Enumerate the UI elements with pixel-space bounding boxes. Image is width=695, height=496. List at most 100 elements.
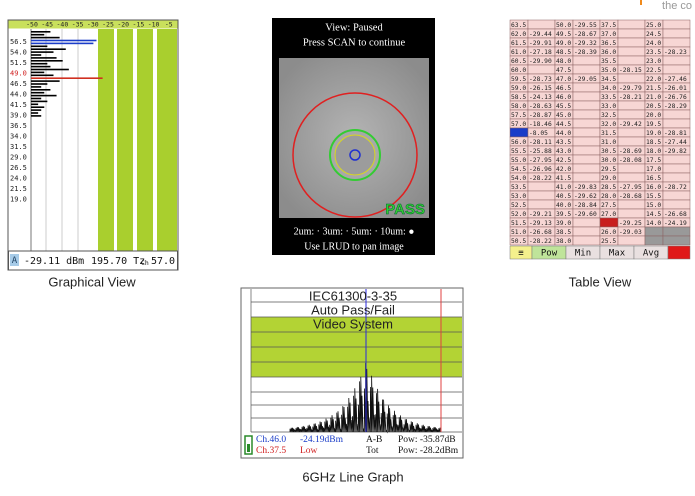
level-bar bbox=[31, 62, 48, 65]
table-text: 49.0 bbox=[556, 40, 571, 47]
table-cell bbox=[572, 127, 601, 138]
table-text: -28.08 bbox=[619, 157, 642, 164]
table-text: 26.0 bbox=[601, 229, 616, 236]
table-text: 41.5 bbox=[556, 175, 571, 182]
table-cell bbox=[617, 73, 646, 84]
channel-label: 39.0 bbox=[10, 112, 27, 120]
table-text: 48.0 bbox=[556, 58, 571, 65]
scale-label: -40 bbox=[57, 21, 69, 29]
table-cell bbox=[617, 28, 646, 39]
level-bar bbox=[31, 115, 42, 117]
table-text: 21.5 bbox=[646, 85, 661, 92]
table-text: -28.21 bbox=[619, 94, 642, 101]
graph-readout: Tot bbox=[366, 446, 379, 456]
table-text: 51.5 bbox=[511, 220, 526, 227]
table-text: 54.5 bbox=[511, 166, 526, 173]
toolbar-indicator bbox=[667, 245, 691, 260]
table-text: 25.0 bbox=[646, 22, 661, 29]
table-text: 53.0 bbox=[511, 193, 526, 200]
table-cell bbox=[527, 190, 556, 201]
table-text: 19.5 bbox=[646, 121, 661, 128]
table-text: 29.5 bbox=[601, 166, 616, 173]
table-cell bbox=[617, 55, 646, 66]
level-bar bbox=[31, 100, 48, 103]
table-text: 15.0 bbox=[646, 202, 661, 209]
table-cell bbox=[617, 19, 646, 30]
level-bar bbox=[31, 45, 48, 48]
table-text: 33.0 bbox=[601, 103, 616, 110]
cladding-zone bbox=[292, 92, 418, 218]
caption: 6GHz Line Graph bbox=[302, 469, 403, 484]
table-cell bbox=[509, 127, 529, 138]
table-text: 47.0 bbox=[556, 76, 571, 83]
table-text: -29.13 bbox=[529, 220, 552, 227]
table-text: -29.91 bbox=[529, 40, 552, 47]
table-text: -25.88 bbox=[529, 148, 552, 155]
table-text: -28.63 bbox=[529, 103, 552, 110]
table-text: 58.5 bbox=[511, 94, 526, 101]
table-text: -26.68 bbox=[529, 229, 552, 236]
scale-label: -15 bbox=[133, 21, 145, 29]
table-cell bbox=[662, 163, 691, 174]
table-cell bbox=[572, 235, 601, 246]
table-text: 57.5 bbox=[511, 112, 526, 119]
table-cell bbox=[572, 163, 601, 174]
table-text: 52.0 bbox=[511, 211, 526, 218]
table-text: 14.5 bbox=[646, 211, 661, 218]
table-text: -29.03 bbox=[619, 229, 642, 236]
toolbar-label: ≡ bbox=[518, 249, 524, 259]
table-text: 22.5 bbox=[646, 67, 661, 74]
table-cell bbox=[572, 109, 601, 120]
table-text: -29.62 bbox=[574, 193, 597, 200]
table-cell bbox=[617, 109, 646, 120]
channel-prefix: Ch bbox=[141, 259, 149, 267]
channel-label: 24.0 bbox=[10, 175, 27, 183]
table-text: -29.25 bbox=[619, 220, 642, 227]
table-text: 32.5 bbox=[601, 112, 616, 119]
level-bar bbox=[31, 112, 39, 114]
table-cell bbox=[617, 100, 646, 111]
table-text: -24.19 bbox=[664, 220, 687, 227]
table-text: 24.5 bbox=[646, 31, 661, 38]
table-text: -27.95 bbox=[529, 157, 552, 164]
scale-label: -45 bbox=[41, 21, 53, 29]
channel-label: 31.5 bbox=[10, 143, 27, 151]
table-text: 27.0 bbox=[601, 211, 616, 218]
toolbar-label: Max bbox=[609, 249, 626, 259]
table-text: 56.0 bbox=[511, 139, 526, 146]
table-cell bbox=[617, 37, 646, 48]
level-bar bbox=[31, 39, 97, 42]
table-cell bbox=[662, 37, 691, 48]
channel-label: 26.5 bbox=[10, 164, 27, 172]
caption: Graphical View bbox=[48, 274, 136, 289]
table-text: -29.79 bbox=[619, 85, 642, 92]
table-text: 30.5 bbox=[601, 148, 616, 155]
level-bar bbox=[31, 74, 54, 77]
level-bar bbox=[31, 36, 60, 39]
table-text: 50.0 bbox=[556, 22, 571, 29]
table-cell bbox=[662, 199, 691, 210]
graph-readout: Pow: -35.87dB bbox=[398, 435, 456, 445]
table-text: -29.32 bbox=[574, 40, 597, 47]
graph-readout: Low bbox=[300, 446, 318, 456]
level-bar bbox=[31, 33, 45, 36]
table-text: 34.0 bbox=[601, 85, 616, 92]
table-cell bbox=[572, 55, 601, 66]
table-cell bbox=[572, 100, 601, 111]
table-text: 42.0 bbox=[556, 166, 571, 173]
table-cell bbox=[572, 154, 601, 165]
table-cell bbox=[572, 145, 601, 156]
table-text: 38.0 bbox=[556, 238, 571, 245]
table-text: 28.5 bbox=[601, 184, 616, 191]
table-cell bbox=[644, 226, 664, 237]
table-text: -29.05 bbox=[574, 76, 597, 83]
table-text: -26.68 bbox=[664, 211, 687, 218]
table-text: -27.95 bbox=[619, 184, 642, 191]
table-cell bbox=[617, 46, 646, 57]
table-cell bbox=[527, 19, 556, 30]
channel-label: 49.0 bbox=[10, 70, 27, 78]
table-text: 31.5 bbox=[601, 130, 616, 137]
table-cell bbox=[662, 118, 691, 129]
table-text: -29.90 bbox=[529, 58, 552, 65]
table-cell bbox=[617, 199, 646, 210]
